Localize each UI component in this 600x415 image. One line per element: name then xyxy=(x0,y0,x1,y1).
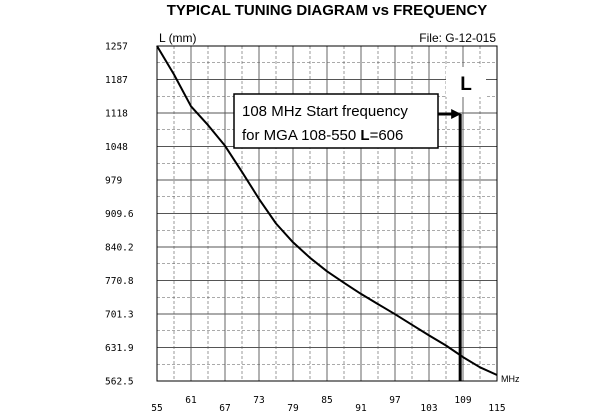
annotation-line-2-prefix: for MGA 108-550 xyxy=(242,127,360,144)
x-tick-label: 103 xyxy=(420,403,437,414)
x-tick-label: 73 xyxy=(253,395,264,406)
y-tick-label: 701.3 xyxy=(105,310,134,321)
tuning-curve xyxy=(156,45,498,376)
y-tick-label: 1257 xyxy=(105,42,128,53)
y-tick-label: 909.6 xyxy=(105,209,134,220)
y-tick-label: 840.2 xyxy=(105,243,134,254)
y-tick-label: 562.5 xyxy=(105,377,134,388)
y-axis-label: L (mm) xyxy=(159,31,197,45)
x-tick-label: 109 xyxy=(454,395,471,406)
y-tick-labels: 1257 1187 1118 1048 979 909.6 840.2 770.8 701.3 6… xyxy=(105,42,134,388)
file-label: File: G-12-015 xyxy=(419,31,496,45)
x-tick-label: 85 xyxy=(321,395,332,406)
x-tick-label: 97 xyxy=(389,395,400,406)
chart-title: TYPICAL TUNING DIAGRAM vs FREQUENCY xyxy=(167,2,488,19)
y-tick-label: 770.8 xyxy=(105,276,134,287)
x-tick-label: 91 xyxy=(355,403,367,414)
y-tick-label: 1187 xyxy=(105,75,128,86)
x-unit-label: MHz xyxy=(501,374,520,384)
x-tick-label: 67 xyxy=(219,403,230,414)
x-tick-label: 79 xyxy=(287,403,299,414)
annotation-arrowhead xyxy=(451,109,462,120)
x-tick-label: 61 xyxy=(185,395,197,406)
annotation-line-2: for MGA 108-550 L=606 xyxy=(242,127,403,144)
marker-label-box xyxy=(446,67,486,97)
annotation-box xyxy=(233,93,439,149)
plot-frame xyxy=(156,45,498,382)
y-tick-label: 1118 xyxy=(105,109,128,120)
y-tick-label: 1048 xyxy=(105,142,128,153)
y-tick-label: 979 xyxy=(105,176,122,187)
annotation-line-1: 108 MHz Start frequency xyxy=(242,103,408,120)
x-tick-label: 115 xyxy=(488,403,505,414)
annotation-bold-L: L xyxy=(360,127,369,144)
y-tick-label: 631.9 xyxy=(105,343,134,354)
annotation-line-2-suffix: =606 xyxy=(370,127,404,144)
x-tick-label: 55 xyxy=(151,403,162,414)
marker-label: L xyxy=(460,74,472,95)
x-tick-labels: 55 61 67 73 79 85 91 97 103 109 115 xyxy=(151,395,505,414)
